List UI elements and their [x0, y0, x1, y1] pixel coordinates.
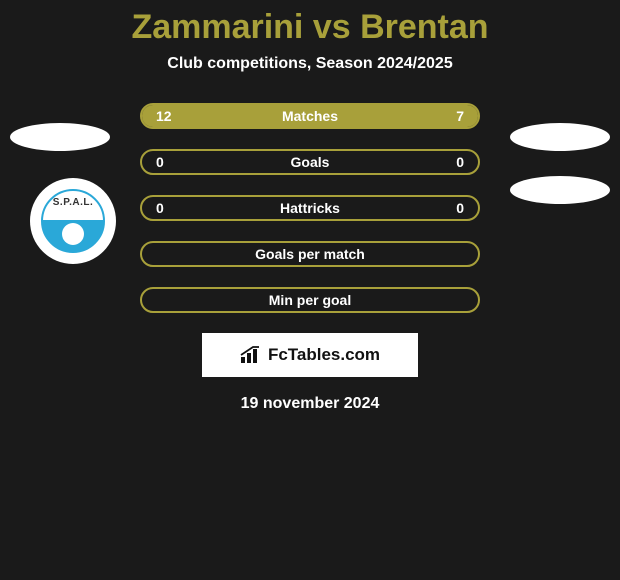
attribution-box: FcTables.com [202, 333, 418, 377]
stat-value-left: 0 [156, 154, 164, 170]
stat-row: Min per goal [0, 287, 620, 313]
stat-bar: Min per goal [140, 287, 480, 313]
stat-label: Goals [291, 154, 330, 170]
stat-label: Min per goal [269, 292, 351, 308]
stat-row: 0 0 Goals [0, 149, 620, 175]
stat-value-right: 0 [456, 200, 464, 216]
stat-bar: Goals per match [140, 241, 480, 267]
subtitle: Club competitions, Season 2024/2025 [0, 55, 620, 73]
stat-bar: 0 0 Hattricks [140, 195, 480, 221]
bar-chart-icon [240, 346, 262, 364]
stat-bar: 0 0 Goals [140, 149, 480, 175]
stat-label: Hattricks [280, 200, 340, 216]
stat-value-right: 7 [456, 108, 464, 124]
stat-row: Goals per match [0, 241, 620, 267]
generation-date: 19 november 2024 [0, 395, 620, 413]
stat-label: Goals per match [255, 246, 365, 262]
stat-bar: 12 7 Matches [140, 103, 480, 129]
stat-value-right: 0 [456, 154, 464, 170]
stat-value-left: 0 [156, 200, 164, 216]
stat-row: 0 0 Hattricks [0, 195, 620, 221]
page-title: Zammarini vs Brentan [0, 8, 620, 47]
stat-label: Matches [282, 108, 338, 124]
attribution-text: FcTables.com [268, 345, 380, 365]
stat-value-left: 12 [156, 108, 172, 124]
stat-row: 12 7 Matches [0, 103, 620, 129]
